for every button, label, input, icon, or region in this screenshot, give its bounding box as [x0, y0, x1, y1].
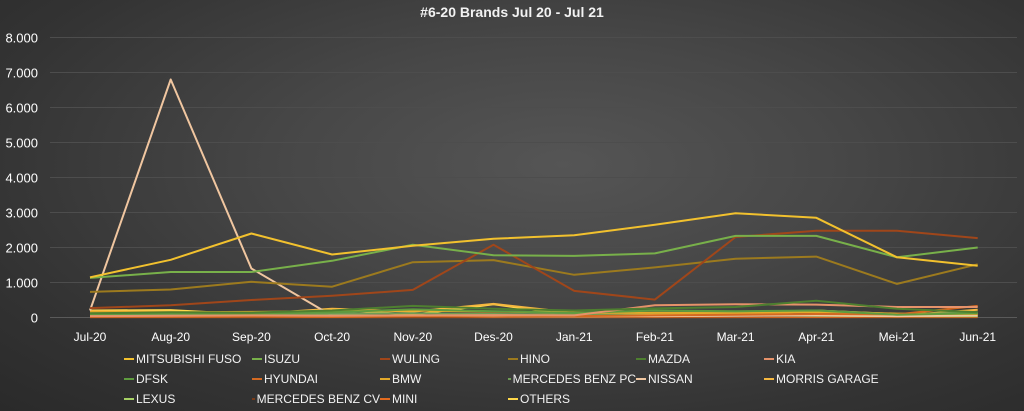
legend-line-icon — [252, 357, 262, 360]
legend-label: HYUNDAI — [264, 371, 319, 386]
series-line-nissan — [89, 78, 978, 318]
legend-line-icon — [380, 397, 390, 400]
legend: MITSUBISHI FUSO ISUZU WULING HINO MAZDA KIA DF… — [124, 350, 904, 407]
series-line-isuzu — [89, 234, 978, 279]
line-chart: 0 1.000 2.000 3.000 4.000 5.000 6.000 7.000 8.00… — [5, 31, 1017, 344]
legend-item: WULING — [380, 350, 508, 367]
x-tick-label: Feb-21 — [636, 330, 674, 344]
y-tick-label: 8.000 — [5, 31, 38, 46]
legend-line-icon — [252, 377, 262, 380]
legend-item: KIA — [764, 350, 892, 367]
legend-line-icon — [124, 377, 134, 380]
legend-label: OTHERS — [520, 391, 571, 406]
legend-label: WULING — [392, 351, 440, 366]
legend-item: BMW — [380, 370, 508, 387]
x-tick-label: Nov-20 — [393, 330, 432, 344]
series-line-mitsubishi-fuso — [89, 212, 978, 279]
legend-line-icon — [636, 357, 646, 360]
legend-line-icon — [508, 377, 511, 380]
legend-item: MORRIS GARAGE — [764, 370, 892, 387]
legend-item: MERCEDES BENZ CV — [252, 390, 380, 407]
legend-item: MAZDA — [636, 350, 764, 367]
series-line-hino — [89, 255, 978, 293]
legend-label: HINO — [520, 351, 550, 366]
legend-label: MERCEDES BENZ CV — [256, 391, 380, 406]
series-line-mazda — [89, 299, 978, 315]
legend-item: HYUNDAI — [252, 370, 380, 387]
legend-label: KIA — [776, 351, 796, 366]
legend-item: MITSUBISHI FUSO — [124, 350, 252, 367]
x-tick-label: Oct-20 — [314, 330, 350, 344]
y-axis-labels: 0 1.000 2.000 3.000 4.000 5.000 6.000 7.000 8.00… — [5, 31, 38, 326]
y-tick-label: 0 — [31, 311, 38, 326]
legend-label: MORRIS GARAGE — [776, 371, 879, 386]
x-tick-label: Jun-21 — [959, 330, 996, 344]
legend-label: ISUZU — [264, 351, 300, 366]
x-tick-label: Aug-20 — [151, 330, 190, 344]
x-tick-label: Mei-21 — [879, 330, 916, 344]
legend-line-icon — [764, 357, 774, 360]
series-line-wuling — [89, 229, 978, 310]
y-tick-label: 1.000 — [5, 276, 38, 291]
x-tick-label: Mar-21 — [717, 330, 755, 344]
legend-line-icon — [252, 397, 255, 400]
legend-label: DFSK — [136, 371, 169, 386]
legend-line-icon — [380, 357, 390, 360]
legend-line-icon — [380, 377, 390, 380]
legend-item: ISUZU — [252, 350, 380, 367]
legend-line-icon — [508, 397, 518, 400]
legend-label: MITSUBISHI FUSO — [136, 351, 242, 366]
y-tick-label: 2.000 — [5, 241, 38, 256]
x-tick-label: Sep-20 — [232, 330, 271, 344]
x-tick-label: Apr-21 — [798, 330, 834, 344]
legend-item: NISSAN — [636, 370, 764, 387]
x-tick-label: Des-20 — [474, 330, 513, 344]
legend-line-icon — [124, 397, 134, 400]
legend-label: MERCEDES BENZ PC — [512, 371, 636, 386]
legend-label: LEXUS — [136, 391, 176, 406]
y-tick-label: 4.000 — [5, 171, 38, 186]
legend-label: MAZDA — [648, 351, 690, 366]
legend-label: MINI — [392, 391, 418, 406]
legend-item: OTHERS — [508, 390, 636, 407]
legend-line-icon — [508, 357, 518, 360]
legend-item: DFSK — [124, 370, 252, 387]
legend-item: MINI — [380, 390, 508, 407]
y-tick-label: 7.000 — [5, 66, 38, 81]
y-tick-label: 6.000 — [5, 101, 38, 116]
legend-label: NISSAN — [648, 371, 693, 386]
legend-label: BMW — [392, 371, 422, 386]
series-line-kia — [89, 303, 978, 318]
legend-line-icon — [636, 377, 646, 380]
y-tick-label: 3.000 — [5, 206, 38, 221]
legend-line-icon — [764, 377, 774, 380]
legend-item: MERCEDES BENZ PC — [508, 370, 636, 387]
series-lines — [89, 78, 978, 319]
x-tick-label: Jul-20 — [74, 330, 107, 344]
y-tick-label: 5.000 — [5, 136, 38, 151]
legend-line-icon — [124, 357, 134, 360]
x-tick-label: Jan-21 — [556, 330, 593, 344]
x-axis-labels: Jul-20 Aug-20 Sep-20 Oct-20 Nov-20 Des-20 Jan-… — [74, 330, 997, 344]
legend-item: LEXUS — [124, 390, 252, 407]
chart-title: #6-20 Brands Jul 20 - Jul 21 — [420, 4, 604, 20]
legend-item: HINO — [508, 350, 636, 367]
